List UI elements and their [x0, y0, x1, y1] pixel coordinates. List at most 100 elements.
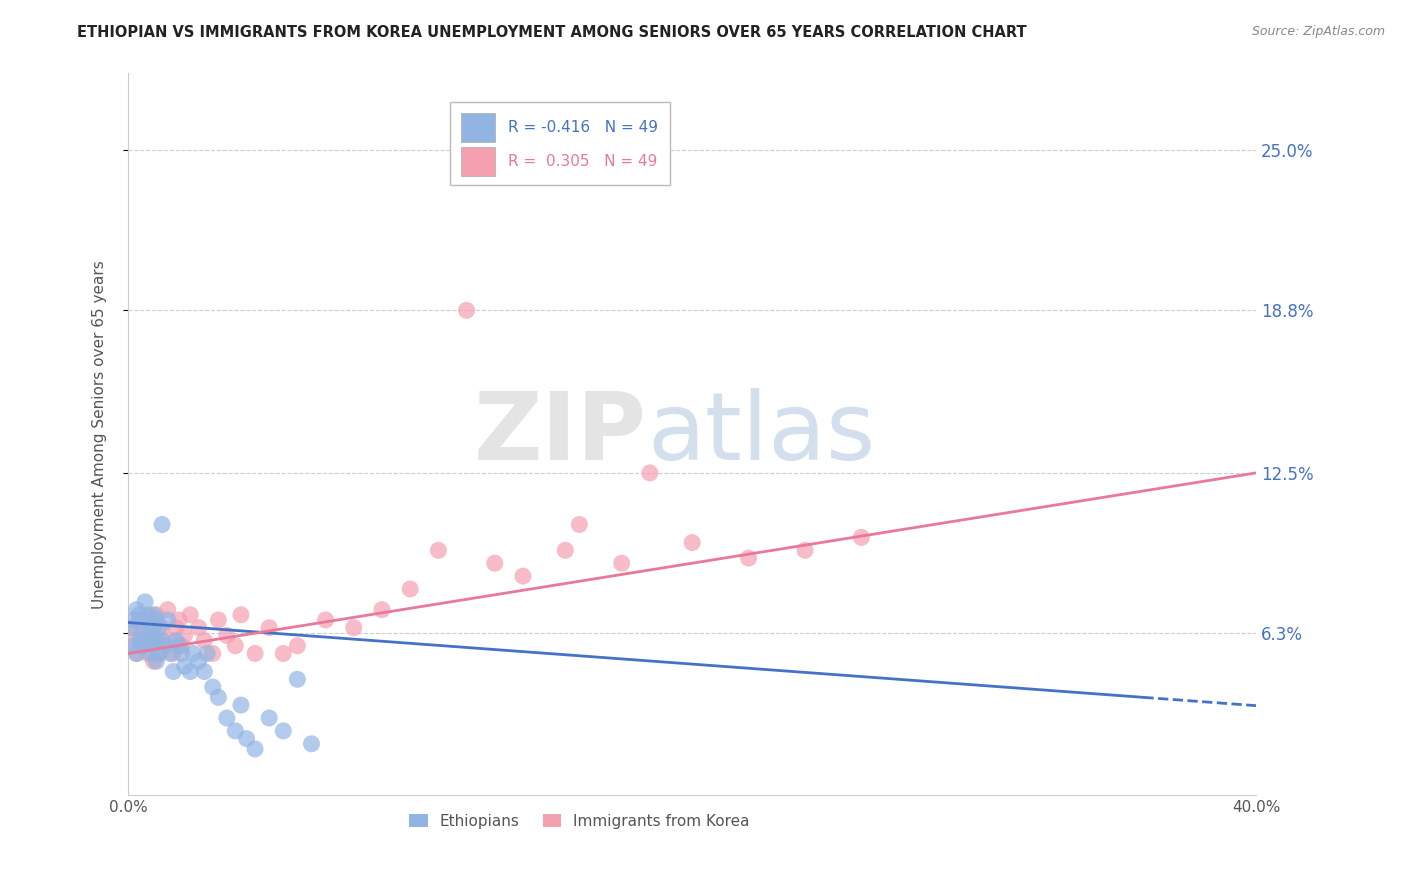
Point — [145, 633, 167, 648]
Point — [153, 639, 176, 653]
Text: ZIP: ZIP — [474, 388, 647, 480]
Point — [170, 647, 193, 661]
Point — [145, 613, 167, 627]
Point — [243, 742, 266, 756]
Point — [131, 625, 153, 640]
Point — [201, 647, 224, 661]
Point — [162, 665, 184, 679]
Point — [156, 602, 179, 616]
Point — [148, 647, 170, 661]
Point — [159, 647, 181, 661]
Point — [125, 647, 148, 661]
Point — [136, 628, 159, 642]
Point — [794, 543, 817, 558]
Point — [271, 647, 294, 661]
Point — [122, 613, 145, 627]
Point — [173, 659, 195, 673]
Text: Source: ZipAtlas.com: Source: ZipAtlas.com — [1251, 25, 1385, 38]
Point — [136, 607, 159, 622]
Text: R =  0.305   N = 49: R = 0.305 N = 49 — [509, 154, 658, 169]
Point — [134, 628, 156, 642]
Point — [142, 607, 165, 622]
Point — [301, 737, 323, 751]
Point — [512, 569, 534, 583]
Point — [145, 654, 167, 668]
Point — [153, 639, 176, 653]
Point — [229, 607, 252, 622]
Point — [681, 535, 703, 549]
Point — [120, 621, 142, 635]
Point — [215, 711, 238, 725]
Point — [145, 607, 167, 622]
Point — [145, 633, 167, 648]
Point — [285, 673, 308, 687]
Point — [187, 654, 209, 668]
Point — [215, 628, 238, 642]
Point — [181, 647, 204, 661]
Point — [150, 517, 173, 532]
Point — [243, 647, 266, 661]
Point — [159, 633, 181, 648]
Point — [271, 723, 294, 738]
Point — [851, 530, 873, 544]
Point — [193, 633, 215, 648]
Point — [257, 711, 280, 725]
Point — [122, 639, 145, 653]
Point — [165, 633, 187, 648]
Point — [179, 665, 201, 679]
Text: atlas: atlas — [647, 388, 876, 480]
Point — [427, 543, 450, 558]
Point — [148, 647, 170, 661]
Point — [195, 647, 218, 661]
Point — [179, 607, 201, 622]
Point — [229, 698, 252, 712]
Text: R = -0.416   N = 49: R = -0.416 N = 49 — [509, 120, 658, 135]
Point — [568, 517, 591, 532]
Point — [207, 613, 229, 627]
Point — [139, 633, 162, 648]
Text: ETHIOPIAN VS IMMIGRANTS FROM KOREA UNEMPLOYMENT AMONG SENIORS OVER 65 YEARS CORR: ETHIOPIAN VS IMMIGRANTS FROM KOREA UNEMP… — [77, 25, 1026, 40]
Point — [125, 647, 148, 661]
Point — [173, 628, 195, 642]
Point — [315, 613, 337, 627]
Point — [554, 543, 576, 558]
Point — [122, 621, 145, 635]
Point — [156, 613, 179, 627]
Point — [142, 639, 165, 653]
Y-axis label: Unemployment Among Seniors over 65 years: Unemployment Among Seniors over 65 years — [93, 260, 107, 608]
Point — [187, 621, 209, 635]
Point — [371, 602, 394, 616]
Point — [167, 613, 190, 627]
Point — [142, 654, 165, 668]
FancyBboxPatch shape — [461, 147, 495, 177]
Point — [139, 613, 162, 627]
Point — [136, 647, 159, 661]
Point — [193, 665, 215, 679]
Point — [224, 723, 246, 738]
Point — [285, 639, 308, 653]
Point — [343, 621, 366, 635]
Legend: Ethiopians, Immigrants from Korea: Ethiopians, Immigrants from Korea — [404, 807, 755, 835]
Point — [150, 633, 173, 648]
Point — [224, 639, 246, 653]
Point — [165, 621, 187, 635]
FancyBboxPatch shape — [461, 112, 495, 142]
Point — [131, 639, 153, 653]
Point — [257, 621, 280, 635]
Point — [134, 613, 156, 627]
Point — [484, 556, 506, 570]
Point — [235, 731, 257, 746]
Point — [148, 621, 170, 635]
Point — [150, 621, 173, 635]
Point — [131, 639, 153, 653]
Point — [207, 690, 229, 705]
Point — [638, 466, 661, 480]
Point — [142, 621, 165, 635]
Point — [201, 680, 224, 694]
Point — [125, 602, 148, 616]
Point — [139, 647, 162, 661]
Point — [170, 639, 193, 653]
Point — [128, 607, 150, 622]
Point — [737, 551, 759, 566]
Point — [610, 556, 633, 570]
